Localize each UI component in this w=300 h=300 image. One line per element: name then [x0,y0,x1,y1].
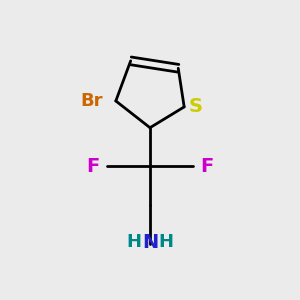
Text: H: H [126,233,141,251]
Text: F: F [201,157,214,176]
Text: Br: Br [80,92,103,110]
Text: H: H [159,233,174,251]
Text: N: N [142,232,158,252]
Text: F: F [86,157,99,176]
Text: S: S [188,98,203,116]
